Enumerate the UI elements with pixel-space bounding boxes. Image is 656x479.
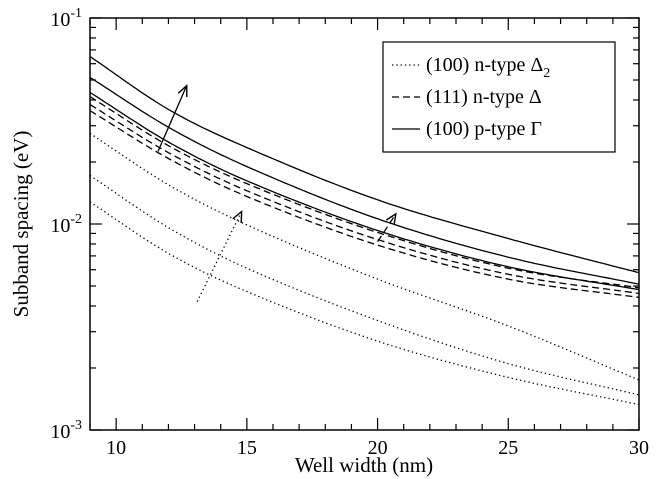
x-tick-label: 25 [498,437,518,459]
series-line-solid [89,91,640,291]
data-series [89,55,640,406]
y-tick-label: 10-1 [50,6,82,31]
series-line-solid [89,55,640,274]
x-tick-label: 15 [237,437,257,459]
y-tick-label: 10-2 [50,212,82,237]
legend-box [382,41,616,153]
legend: (100) n-type Δ2 (111) n-type Δ (100) p-typ… [382,41,616,153]
annotation-arrow-solid [157,86,187,152]
legend-label: (100) n-type Δ2 [426,54,550,81]
annotation-arrow-dashed [377,214,396,243]
annotation-arrows [157,86,396,302]
x-tick-label: 10 [106,437,126,459]
series-line-dotted [89,174,640,396]
x-tick-label: 30 [629,437,649,459]
annotation-arrow-dotted [196,211,241,302]
y-axis-ticks: 10-3 10-2 10-1 [50,6,639,443]
y-axis-label: Subband spacing (eV) [9,131,33,318]
x-tick-label: 20 [368,437,388,459]
series-line-dotted [89,132,640,381]
x-axis-ticks: 10 15 20 25 30 [89,18,649,459]
legend-label: (111) n-type Δ [426,86,542,108]
series-line-dotted [89,201,640,406]
series-line-dashed [89,110,640,299]
y-tick-label: 10-3 [50,418,82,443]
x-axis-label: Well width (nm) [295,453,433,477]
series-line-solid [89,76,640,285]
series-line-dashed [89,104,640,295]
series-line-dashed [89,96,640,289]
legend-label: (100) p-type Γ [426,118,542,140]
